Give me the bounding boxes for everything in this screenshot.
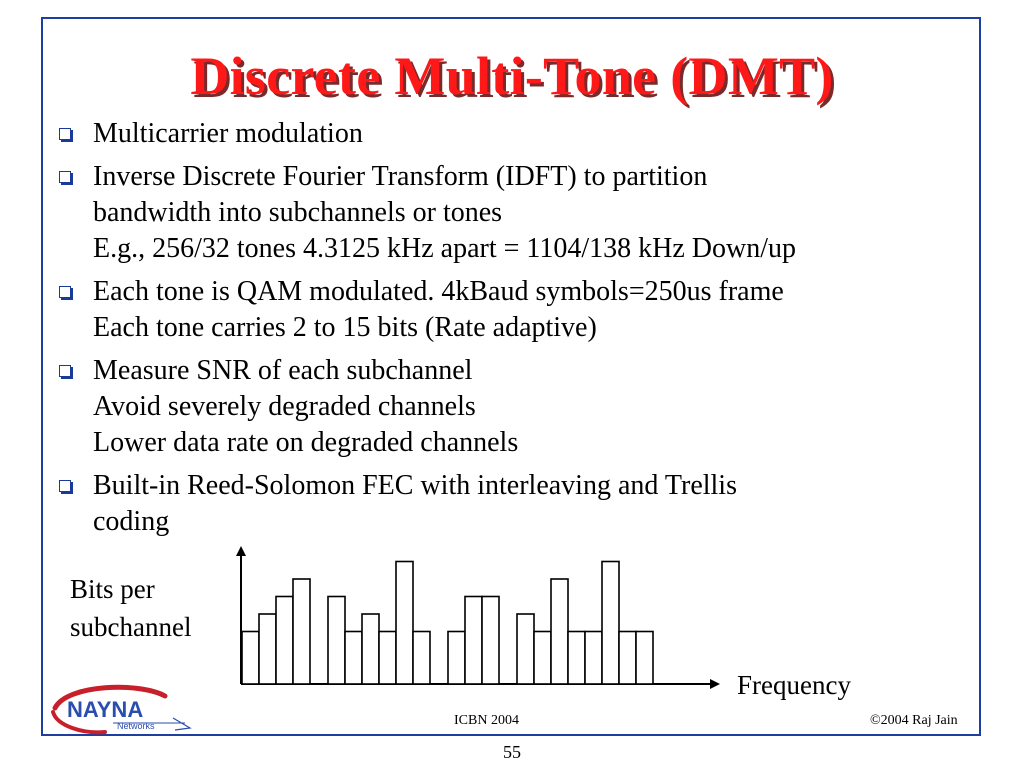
square-bullet-icon [59, 480, 71, 492]
slide-frame [41, 17, 981, 736]
bullet-text-line: coding [93, 506, 170, 537]
chart-bar [601, 560, 620, 685]
chart-bar [567, 630, 586, 685]
logo-graphic: NAYNA Networks [51, 684, 192, 735]
square-bullet-icon [59, 128, 71, 140]
chart-bar [275, 595, 294, 685]
x-axis-arrow-icon [710, 679, 720, 689]
bullet-item: Multicarrier modulation [55, 116, 975, 152]
chart-bar [327, 595, 346, 685]
bullet-text-line: Multicarrier modulation [93, 118, 363, 149]
slide-title: Discrete Multi-Tone (DMT) [190, 46, 834, 106]
chart-bar [447, 630, 466, 685]
bullet-text-line: Lower data rate on degraded channels [93, 427, 519, 458]
chart-bar [550, 578, 569, 685]
chart-bar [258, 613, 277, 685]
bullet-text-line: Each tone is QAM modulated. 4kBaud symbo… [93, 276, 784, 307]
chart-bar [378, 630, 397, 685]
y-axis-label-line-1: Bits per [70, 574, 155, 604]
x-axis-label: Frequency [737, 670, 851, 700]
bullet-text-line: bandwidth into subchannels or tones [93, 197, 503, 228]
bullet-list: Multicarrier modulation Inverse Discrete … [55, 116, 975, 547]
chart-bar [344, 630, 363, 685]
chart-bar [395, 560, 414, 685]
chart-bar [584, 630, 603, 685]
bullet-item: Each tone is QAM modulated. 4kBaud symbo… [55, 274, 975, 346]
chart-bar [635, 630, 654, 685]
square-bullet-icon [59, 286, 71, 298]
chart-bar [361, 613, 380, 685]
y-axis-label-line-2: subchannel [70, 612, 192, 642]
chart-bar [618, 630, 637, 685]
square-bullet-icon [59, 171, 71, 183]
bullet-item: Inverse Discrete Fourier Transform (IDFT… [55, 159, 975, 267]
chart-plot [236, 546, 720, 689]
y-axis-label: Bits per subchannel [70, 570, 191, 646]
bullet-item: Built-in Reed-Solomon FEC with interleav… [55, 468, 975, 540]
logo-subtext: Networks [117, 721, 155, 731]
nayna-networks-logo: NAYNA Networks [45, 682, 195, 736]
footer-copyright: ©2004 Raj Jain [870, 713, 958, 728]
y-axis-arrow-icon [236, 546, 246, 556]
chart-bar [481, 595, 500, 685]
chart-bar [241, 630, 260, 685]
logo-text: NAYNA [67, 697, 143, 722]
bullet-text-line: E.g., 256/32 tones 4.3125 kHz apart = 11… [93, 233, 796, 264]
chart-bar [533, 630, 552, 685]
bullet-text-line: Each tone carries 2 to 15 bits (Rate ada… [93, 312, 597, 343]
chart-bar [292, 578, 311, 685]
footer-conference: ICBN 2004 [454, 713, 519, 728]
square-bullet-icon [59, 365, 71, 377]
bits-per-subchannel-chart: Bits per subchannel Frequency [60, 540, 900, 705]
page-number: 55 [503, 742, 521, 762]
chart-bar [516, 613, 535, 685]
bullet-text-line: Inverse Discrete Fourier Transform (IDFT… [93, 161, 708, 192]
bullet-text-line: Avoid severely degraded channels [93, 391, 476, 422]
bullet-text-line: Built-in Reed-Solomon FEC with interleav… [93, 470, 737, 501]
bullet-text-line: Measure SNR of each subchannel [93, 355, 473, 386]
bullet-item: Measure SNR of each subchannel Avoid seve… [55, 353, 975, 461]
chart-bar [464, 595, 483, 685]
chart-bar [412, 630, 431, 685]
